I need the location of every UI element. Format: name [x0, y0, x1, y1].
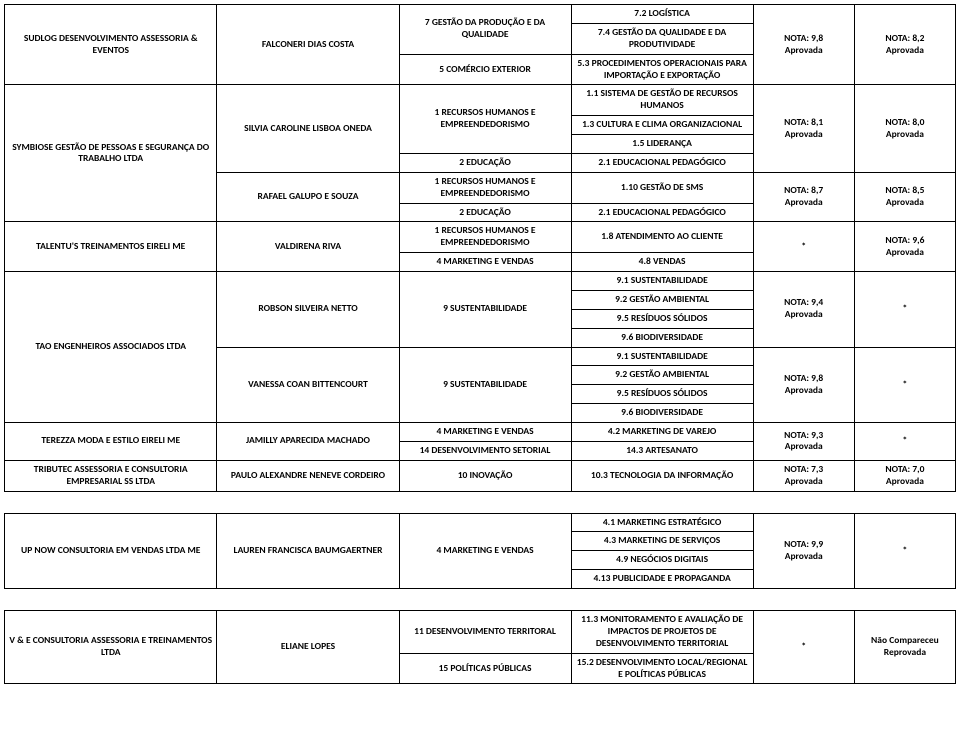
sub-cell: 10.3 TECNOLOGIA DA INFORMAÇÃO: [571, 460, 753, 491]
person-cell: VALDIRENA RIVA: [217, 222, 399, 272]
table-row: TRIBUTEC ASSESSORIA E CONSULTORIA EMPRES…: [5, 460, 956, 491]
table-row: TAO ENGENHEIROS ASSOCIADOS LTDAROBSON SI…: [5, 272, 956, 291]
grade1-cell: NOTA: 9,3Aprovada: [753, 423, 854, 461]
grade1-cell: *: [753, 611, 854, 684]
person-cell: RAFAEL GALUPO E SOUZA: [217, 172, 399, 222]
sub-cell: 9.2 GESTÃO AMBIENTAL: [571, 366, 753, 385]
sub-cell: 9.5 RESÍDUOS SÓLIDOS: [571, 385, 753, 404]
person-cell: JAMILLY APARECIDA MACHADO: [217, 423, 399, 461]
person-cell: FALCONERI DIAS COSTA: [217, 5, 399, 85]
sub-cell: 4.13 PUBLICIDADE E PROPAGANDA: [571, 570, 753, 589]
area-cell: 1 RECURSOS HUMANOS E EMPREENDEDORISMO: [399, 85, 571, 154]
sub-cell: 1.1 SISTEMA DE GESTÃO DE RECURSOS HUMANO…: [571, 85, 753, 116]
grade2-cell: NOTA: 7,0Aprovada: [854, 460, 955, 491]
person-cell: LAUREN FRANCISCA BAUMGAERTNER: [217, 513, 399, 589]
area-cell: 9 SUSTENTABILIDADE: [399, 347, 571, 423]
area-cell: 10 INOVAÇÃO: [399, 460, 571, 491]
spacer-row: [5, 491, 956, 513]
area-cell: 2 EDUCAÇÃO: [399, 203, 571, 222]
company-cell: UP NOW CONSULTORIA EM VENDAS LTDA ME: [5, 513, 217, 589]
area-cell: 14 DESENVOLVIMENTO SETORIAL: [399, 441, 571, 460]
table-row: SYMBIOSE GESTÃO DE PESSOAS E SEGURANÇA D…: [5, 85, 956, 116]
grade1-cell: *: [753, 222, 854, 272]
area-cell: 1 RECURSOS HUMANOS E EMPREENDEDORISMO: [399, 222, 571, 253]
main-table: SUDLOG DESENVOLVIMENTO ASSESSORIA & EVEN…: [4, 4, 956, 684]
grade2-cell: Não CompareceuReprovada: [854, 611, 955, 684]
sub-cell: 2.1 EDUCACIONAL PEDAGÓGICO: [571, 203, 753, 222]
sub-cell: 9.6 BIODIVERSIDADE: [571, 328, 753, 347]
company-cell: TEREZZA MODA E ESTILO EIRELI ME: [5, 423, 217, 461]
company-cell: SUDLOG DESENVOLVIMENTO ASSESSORIA & EVEN…: [5, 5, 217, 85]
company-cell: TRIBUTEC ASSESSORIA E CONSULTORIA EMPRES…: [5, 460, 217, 491]
company-cell: V & E CONSULTORIA ASSESSORIA E TREINAMEN…: [5, 611, 217, 684]
area-cell: 4 MARKETING E VENDAS: [399, 513, 571, 589]
table-row: V & E CONSULTORIA ASSESSORIA E TREINAMEN…: [5, 611, 956, 654]
grade1-cell: NOTA: 8,1Aprovada: [753, 85, 854, 172]
sub-cell: 9.2 GESTÃO AMBIENTAL: [571, 290, 753, 309]
grade1-cell: NOTA: 9,4Aprovada: [753, 272, 854, 348]
sub-cell: 1.10 GESTÃO DE SMS: [571, 172, 753, 203]
sub-cell: 2.1 EDUCACIONAL PEDAGÓGICO: [571, 153, 753, 172]
area-cell: 11 DESENVOLVIMENTO TERRITORAL: [399, 611, 571, 654]
sub-cell: 4.8 VENDAS: [571, 253, 753, 272]
area-cell: 2 EDUCAÇÃO: [399, 153, 571, 172]
sub-cell: 9.1 SUSTENTABILIDADE: [571, 272, 753, 291]
sub-cell: 9.1 SUSTENTABILIDADE: [571, 347, 753, 366]
area-cell: 9 SUSTENTABILIDADE: [399, 272, 571, 348]
person-cell: ELIANE LOPES: [217, 611, 399, 684]
area-cell: 4 MARKETING E VENDAS: [399, 423, 571, 442]
grade2-cell: *: [854, 513, 955, 589]
person-cell: PAULO ALEXANDRE NENEVE CORDEIRO: [217, 460, 399, 491]
grade1-cell: NOTA: 9,9Aprovada: [753, 513, 854, 589]
area-cell: 5 COMÉRCIO EXTERIOR: [399, 54, 571, 85]
sub-cell: 14.3 ARTESANATO: [571, 441, 753, 460]
table-row: SUDLOG DESENVOLVIMENTO ASSESSORIA & EVEN…: [5, 5, 956, 24]
grade1-cell: NOTA: 9,8Aprovada: [753, 5, 854, 85]
sub-cell: 1.8 ATENDIMENTO AO CLIENTE: [571, 222, 753, 253]
company-cell: SYMBIOSE GESTÃO DE PESSOAS E SEGURANÇA D…: [5, 85, 217, 222]
sub-cell: 4.9 NEGÓCIOS DIGITAIS: [571, 551, 753, 570]
sub-cell: 7.4 GESTÃO DA QUALIDADE E DA PRODUTIVIDA…: [571, 23, 753, 54]
table-row: TALENTU'S TREINAMENTOS EIRELI MEVALDIREN…: [5, 222, 956, 253]
sub-cell: 15.2 DESENVOLVIMENTO LOCAL/REGIONAL E PO…: [571, 653, 753, 684]
sub-cell: 1.3 CULTURA E CLIMA ORGANIZACIONAL: [571, 116, 753, 135]
area-cell: 15 POLÍTICAS PÚBLICAS: [399, 653, 571, 684]
company-cell: TALENTU'S TREINAMENTOS EIRELI ME: [5, 222, 217, 272]
person-cell: ROBSON SILVEIRA NETTO: [217, 272, 399, 348]
sub-cell: 4.2 MARKETING DE VAREJO: [571, 423, 753, 442]
sub-cell: 7.2 LOGÍSTICA: [571, 5, 753, 24]
area-cell: 1 RECURSOS HUMANOS E EMPREENDEDORISMO: [399, 172, 571, 203]
sub-cell: 4.1 MARKETING ESTRATÉGICO: [571, 513, 753, 532]
sub-cell: 9.5 RESÍDUOS SÓLIDOS: [571, 309, 753, 328]
grade2-cell: NOTA: 8,5Aprovada: [854, 172, 955, 222]
grade2-cell: NOTA: 8,0Aprovada: [854, 85, 955, 172]
grade2-cell: NOTA: 9,6Aprovada: [854, 222, 955, 272]
grade2-cell: *: [854, 272, 955, 348]
sub-cell: 5.3 PROCEDIMENTOS OPERACIONAIS PARA IMPO…: [571, 54, 753, 85]
table-row: TEREZZA MODA E ESTILO EIRELI MEJAMILLY A…: [5, 423, 956, 442]
grade1-cell: NOTA: 9,8Aprovada: [753, 347, 854, 423]
sub-cell: 11.3 MONITORAMENTO E AVALIAÇÃO DE IMPACT…: [571, 611, 753, 654]
sub-cell: 1.5 LIDERANÇA: [571, 135, 753, 154]
grade2-cell: *: [854, 423, 955, 461]
company-cell: TAO ENGENHEIROS ASSOCIADOS LTDA: [5, 272, 217, 423]
grade1-cell: NOTA: 7,3Aprovada: [753, 460, 854, 491]
grade1-cell: NOTA: 8,7Aprovada: [753, 172, 854, 222]
person-cell: SILVIA CAROLINE LISBOA ONEDA: [217, 85, 399, 172]
area-cell: 4 MARKETING E VENDAS: [399, 253, 571, 272]
area-cell: 7 GESTÃO DA PRODUÇÃO E DA QUALIDADE: [399, 5, 571, 55]
grade2-cell: NOTA: 8,2Aprovada: [854, 5, 955, 85]
person-cell: VANESSA COAN BITTENCOURT: [217, 347, 399, 423]
sub-cell: 9.6 BIODIVERSIDADE: [571, 404, 753, 423]
spacer-row: [5, 589, 956, 611]
grade2-cell: *: [854, 347, 955, 423]
table-row: UP NOW CONSULTORIA EM VENDAS LTDA MELAUR…: [5, 513, 956, 532]
sub-cell: 4.3 MARKETING DE SERVIÇOS: [571, 532, 753, 551]
